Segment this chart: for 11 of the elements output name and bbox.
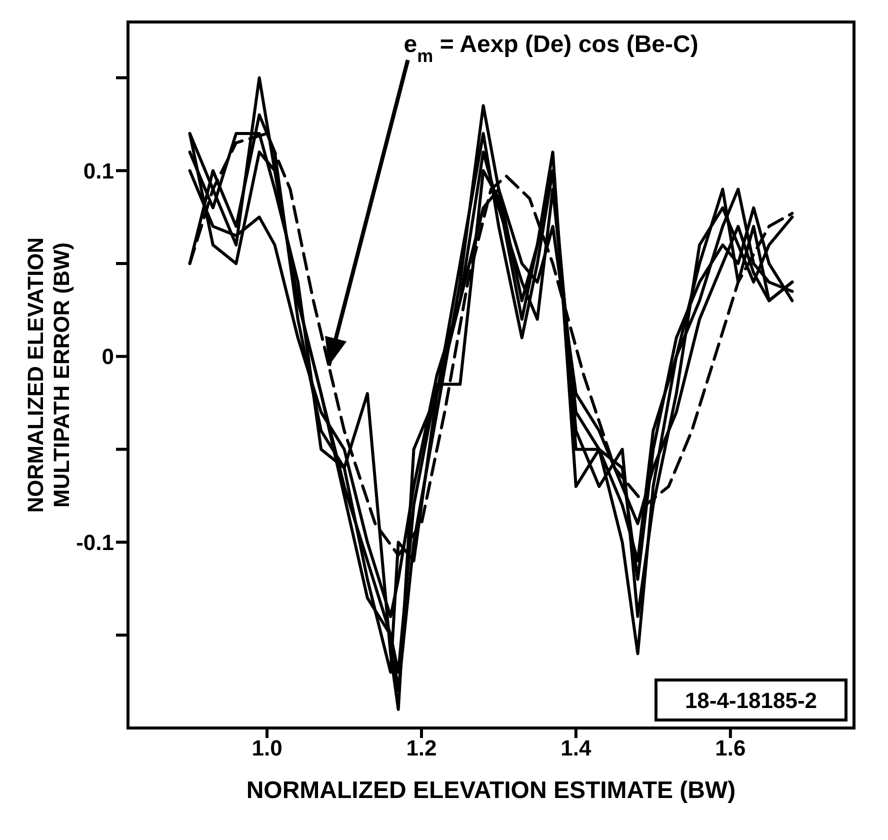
annotation: e$_{m}$ = Aexp (De) cos (Be-C) [404, 31, 698, 66]
x-axis-title: NORMALIZED ELEVATION ESTIMATE (BW) [246, 777, 736, 804]
x-tick-label: 1.2 [406, 736, 437, 761]
annotation: 18-4-18185-2 [684, 688, 818, 713]
y-tick-label: -0.1 [76, 530, 114, 556]
y-tick-label: 0.1 [83, 158, 114, 184]
x-tick-label: 1.6 [715, 736, 746, 761]
y-tick-label: 0 [102, 344, 114, 370]
x-tick-label: 1.4 [560, 736, 592, 761]
x-tick-label: 1.0 [252, 736, 282, 761]
y-axis-title: NORMALIZED ELEVATION MULTIPATH ERROR (BW) [23, 237, 74, 513]
